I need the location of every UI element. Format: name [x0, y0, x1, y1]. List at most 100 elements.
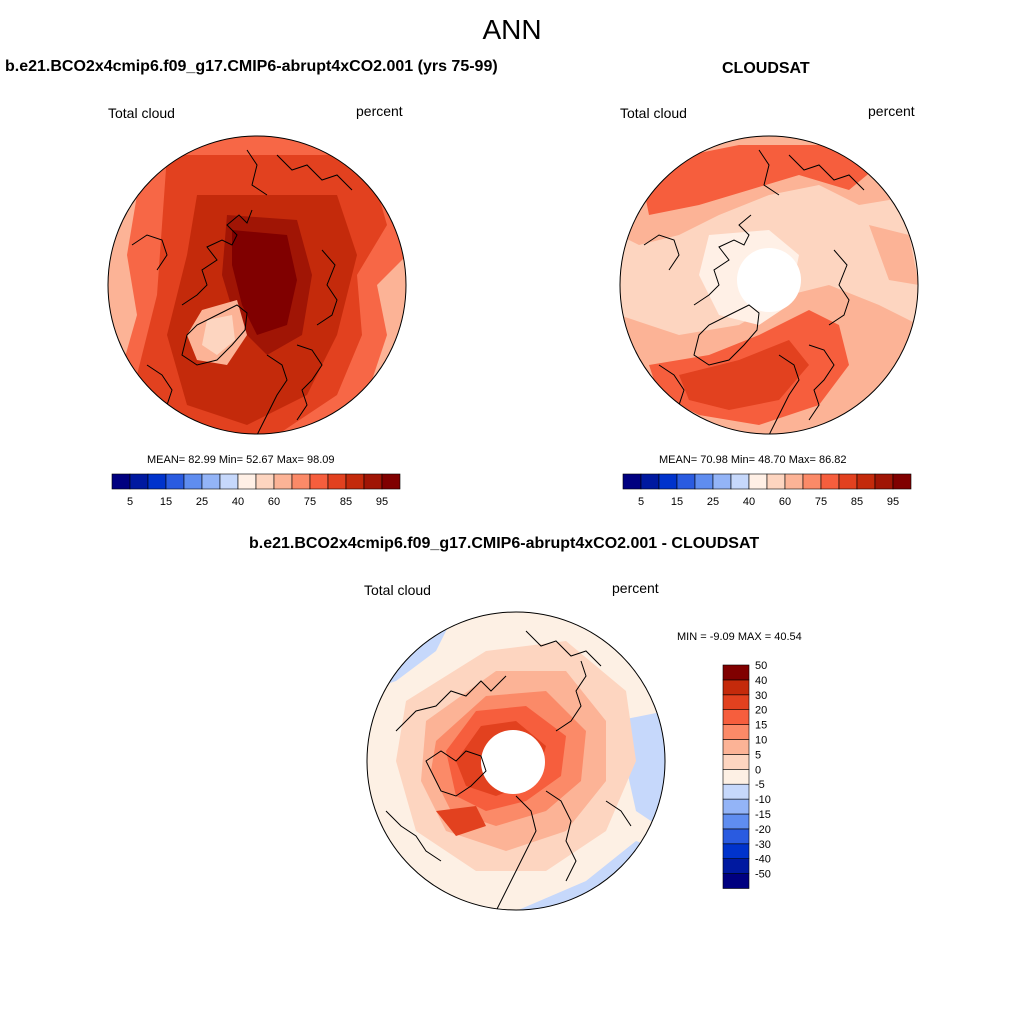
polar-map-model: [107, 135, 407, 435]
colorbar-tick-label: -20: [755, 824, 771, 836]
colorbar-swatch: [892, 473, 912, 490]
colorbar-swatch: [694, 473, 714, 490]
colorbar-swatch: [622, 473, 642, 490]
colorbar-tick-label: -30: [755, 839, 771, 851]
map-border: [619, 135, 919, 435]
colorbar-swatch: [722, 754, 750, 770]
colorbar-swatch: [820, 473, 840, 490]
colorbar-swatch: [856, 473, 876, 490]
panel-title-diff: b.e21.BCO2x4cmip6.f09_g17.CMIP6-abrupt4x…: [249, 535, 760, 552]
min-value: -9.09: [709, 631, 735, 643]
colorbar-tick-label: 40: [743, 496, 755, 508]
colorbar-swatch: [219, 473, 239, 490]
colorbar-tick-label: 15: [160, 496, 172, 508]
max-value: 40.54: [774, 631, 802, 643]
panel-title-obs: CLOUDSAT: [722, 60, 810, 77]
colorbar-swatch: [766, 473, 786, 490]
colorbar-tick-label: -15: [755, 809, 771, 821]
colorbar-swatch: [802, 473, 822, 490]
colorbar-swatch: [309, 473, 329, 490]
polar-map-diff: [366, 611, 666, 911]
units-label-diff: percent: [612, 580, 659, 596]
mean-label: MEAN=: [659, 454, 698, 466]
coastlines: [131, 149, 353, 434]
colorbar-tick-label: 50: [755, 660, 767, 672]
colorbar-tick-label: 95: [887, 496, 899, 508]
colorbar-swatch: [345, 473, 365, 490]
colorbar-tick-label: 5: [127, 496, 133, 508]
colorbar-swatch: [722, 843, 750, 860]
mean-value: 70.98: [700, 454, 728, 466]
colorbar-swatch: [722, 694, 750, 710]
map-border: [107, 135, 407, 435]
colorbar-tick-label: 40: [232, 496, 244, 508]
colorbar-swatch: [237, 473, 257, 490]
polar-map-obs: [619, 135, 919, 435]
colorbar-swatch: [363, 473, 383, 490]
colorbar-tick-label: 25: [196, 496, 208, 508]
panel-title-model: b.e21.BCO2x4cmip6.f09_g17.CMIP6-abrupt4x…: [5, 58, 498, 75]
colorbar-swatch: [748, 473, 768, 490]
colorbar-tick-label: 5: [755, 749, 761, 761]
colorbar-swatch: [712, 473, 732, 490]
variable-label-diff: Total cloud: [364, 582, 431, 598]
colorbar-tick-label: 40: [755, 675, 767, 687]
colorbar-swatch: [273, 473, 293, 490]
colorbar-swatch: [722, 679, 750, 696]
colorbar-tick-label: 85: [340, 496, 352, 508]
colorbar-swatch: [722, 709, 750, 725]
colorbar-obs: 5 15 25 40 60 75 85 95: [622, 473, 912, 508]
missing-data-hole: [737, 248, 801, 312]
colorbar-tick-label: 60: [268, 496, 280, 508]
colorbar-swatch: [201, 473, 221, 490]
colorbar-swatch: [291, 473, 311, 490]
min-value: 48.70: [758, 454, 786, 466]
colorbar-swatch: [111, 473, 131, 490]
max-value: 98.09: [306, 454, 335, 466]
colorbar-swatch: [722, 873, 750, 889]
colorbar-model: 5 15 25 40 60 75 85 95: [111, 473, 401, 508]
figure-title: ANN: [482, 14, 542, 45]
colorbar-swatch: [722, 739, 750, 755]
units-label-model: percent: [356, 103, 403, 119]
mean-value: 82.99: [188, 454, 216, 466]
variable-label-obs: Total cloud: [620, 105, 687, 121]
colorbar-tick-label: 15: [755, 720, 767, 732]
colorbar-swatch: [658, 473, 678, 490]
colorbar-swatch: [722, 664, 750, 681]
colorbar-swatch: [147, 473, 167, 490]
map-border: [366, 611, 666, 911]
colorbar-tick-label: 5: [638, 496, 644, 508]
min-label: Min=: [218, 454, 244, 466]
colorbar-swatch: [676, 473, 696, 490]
colorbar-swatch: [874, 473, 894, 490]
min-label: MIN =: [677, 631, 707, 643]
variable-label-model: Total cloud: [108, 105, 175, 121]
max-label: Max=: [276, 454, 304, 466]
colorbar-swatch: [381, 473, 401, 490]
stats-model: MEAN= 82.99 Min= 52.67 Max= 98.09: [147, 454, 335, 466]
colorbar-tick-label: 85: [851, 496, 863, 508]
colorbar-tick-label: -5: [755, 779, 765, 791]
colorbar-swatch: [722, 798, 750, 815]
stats-obs: MEAN= 70.98 Min= 48.70 Max= 86.82: [659, 454, 847, 466]
colorbar-tick-label: 75: [815, 496, 827, 508]
max-label: Max=: [788, 454, 816, 466]
colorbar-tick-label: 30: [755, 690, 767, 702]
colorbar-tick-label: 0: [755, 764, 761, 776]
units-label-obs: percent: [868, 103, 915, 119]
colorbar-swatch: [722, 724, 750, 740]
colorbar-swatch: [640, 473, 660, 490]
colorbar-swatch: [327, 473, 347, 490]
max-label: MAX =: [737, 631, 772, 643]
colorbar-tick-label: 20: [755, 705, 767, 717]
colorbar-tick-label: -50: [755, 869, 771, 881]
colorbar-tick-label: 95: [376, 496, 388, 508]
missing-data-hole: [481, 730, 545, 794]
min-value: 52.67: [246, 454, 274, 466]
coastlines: [643, 149, 865, 434]
colorbar-swatch: [722, 828, 750, 845]
colorbar-swatch: [165, 473, 185, 490]
min-label: Min=: [730, 454, 756, 466]
